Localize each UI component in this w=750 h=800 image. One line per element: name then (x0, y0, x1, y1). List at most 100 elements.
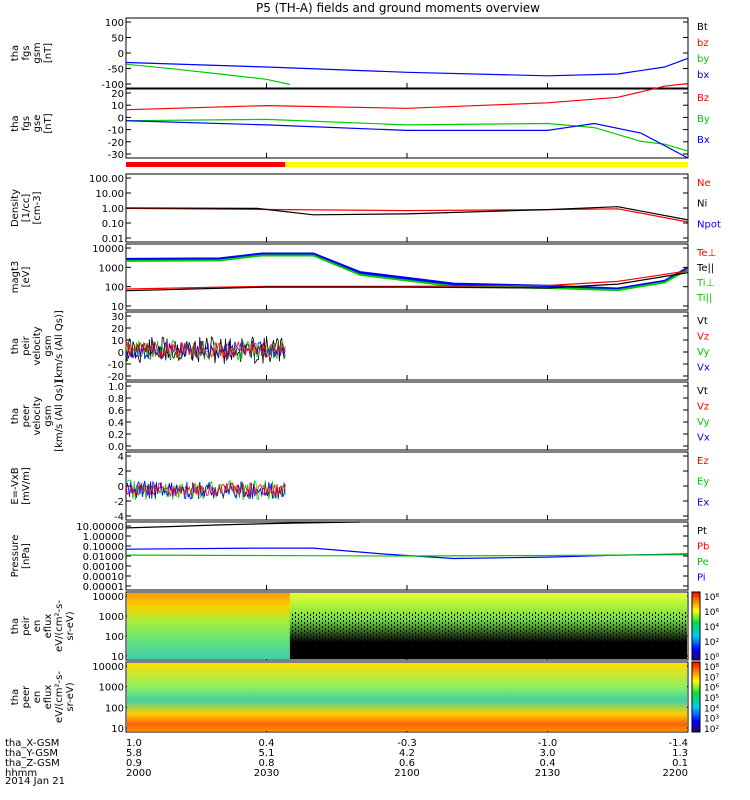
legend-entry: Ti|| (696, 293, 712, 304)
y-tick-label: 0.0 (108, 442, 124, 453)
y-axis-label: velocity (32, 396, 43, 435)
y-tick-label: 0.00100 (83, 562, 124, 573)
spectrogram-region (127, 593, 291, 659)
ephemeris-value: 1.0 (126, 738, 142, 749)
y-tick-label: 0.8 (108, 394, 124, 405)
ephemeris-value: 2000 (126, 768, 151, 779)
panel-temperature: 10000 1000 100 10 magt3 [eV] Te⊥ Te|| Ti⊥ Ti|| (10, 243, 716, 313)
spectrogram-noise (289, 612, 687, 642)
panel-peer-spec: 10000 1000 100 10 tha peer en eflux eV/(cm²-s-sr… (10, 661, 689, 735)
ephemeris-value: 3.0 (540, 748, 556, 759)
y-tick-label: 100 (105, 703, 124, 714)
legend-entry: Npot (697, 219, 721, 230)
y-axis-label: eV/(cm²-s- (54, 600, 65, 652)
chart-title: P5 (TH-A) fields and ground moments over… (256, 1, 540, 15)
legend-entry: Pt (697, 526, 707, 537)
y-axis-label: [nT] (43, 43, 54, 63)
legend-entry: Vz (697, 402, 709, 413)
panel-frame (125, 17, 689, 89)
ephemeris-value: 0.4 (540, 758, 556, 769)
y-tick-label: 1000 (99, 612, 124, 623)
legend-entry: Te⊥ (696, 248, 716, 259)
y-tick-label: 1.00000 (83, 532, 124, 543)
ephemeris-value: 0.6 (399, 758, 415, 769)
colorbar-peir: 10⁸ 10⁶ 10⁴ 10² 10⁰ (691, 591, 719, 663)
panel-frame (125, 381, 689, 451)
legend-entry: Pe (697, 557, 709, 568)
y-axis-label: Density (10, 189, 21, 227)
y-tick-label: 30 (111, 312, 124, 323)
y-tick-label: -10 (108, 360, 124, 371)
y-tick-label: 0.10000 (83, 542, 124, 553)
series-vt-peir (125, 336, 286, 365)
y-axis-label: [km/s (All Qs)] (54, 380, 65, 452)
legend-entry: Vy (697, 347, 710, 358)
y-tick-label: 0.2 (108, 430, 124, 441)
y-tick-label: -20 (108, 372, 124, 383)
y-tick-label: 0.00001 (83, 582, 124, 593)
series-by-gse (125, 118, 689, 152)
ephemeris-value: 0.9 (126, 758, 142, 769)
y-tick-label: -4 (114, 512, 124, 523)
panel-density: 100.00 10.00 1.00 0.10 0.01 Density [1/cc] [cm-… (10, 173, 721, 245)
y-axis-label: gsm (32, 42, 43, 63)
y-tick-label: 10 (111, 652, 124, 663)
ephemeris-value: 4.2 (399, 748, 415, 759)
y-axis-label: tha (10, 115, 21, 131)
legend-entry: Ez (697, 456, 709, 467)
y-axis-label: tha (10, 338, 21, 354)
colorbar-tick-label: 10⁷ (704, 673, 719, 683)
ephemeris-value: -0.3 (397, 738, 417, 749)
y-axis-label: sr-eV) (65, 611, 76, 640)
ephemeris-value: 1.3 (672, 748, 688, 759)
y-axis-label: fgs (21, 116, 32, 131)
legend-entry: by (697, 54, 709, 65)
colorbar-tick-label: 10² (704, 638, 719, 648)
y-tick-label: 10 (111, 724, 124, 735)
ephemeris-value: -1.0 (538, 738, 558, 749)
series-ti-par (125, 254, 689, 292)
y-tick-label: 0 (118, 113, 124, 124)
legend-entry: Pi (697, 573, 706, 584)
series-te-perp (125, 270, 689, 290)
y-axis-label: peir (21, 615, 32, 635)
colorbar-tick-label: 10⁵ (704, 694, 719, 704)
y-axis-label: peir (21, 335, 32, 355)
legend-entry: Ti⊥ (696, 278, 714, 289)
spectrogram-region (127, 663, 687, 731)
y-tick-label: 0 (118, 482, 124, 493)
ephemeris-value: 2100 (394, 768, 419, 779)
y-tick-label: 100 (105, 18, 124, 29)
legend-entry: Vt (697, 386, 708, 397)
legend-entry: Pb (697, 542, 709, 553)
y-tick-label: 10.00 (95, 189, 124, 200)
panel-efield: 4 2 0 -2 -4 E=-VxB [mV/m] Ez Ey Ex (10, 451, 709, 523)
y-tick-label: 10000 (92, 662, 124, 673)
y-axis-label: velocity (32, 326, 43, 365)
panel-peir-spec: 10000 1000 100 10 tha peir en eflux eV/(cm²-s-sr… (10, 591, 689, 663)
colorbar-tick-label: 10⁶ (704, 684, 719, 694)
y-axis-label: [mV/m] (21, 467, 32, 505)
legend-entry: Vx (697, 433, 710, 444)
y-axis-label: peer (21, 404, 32, 428)
legend-entry: Ex (697, 497, 709, 508)
y-axis-label: gsm (43, 335, 54, 356)
series-ti-perp (125, 252, 689, 291)
y-axis-label: [cm-3] (32, 191, 43, 224)
legend-entry: Bt (697, 22, 708, 33)
series-pe (125, 554, 689, 557)
spectrogram-peer (127, 663, 687, 731)
y-axis-label: en (32, 620, 43, 633)
y-tick-label: -100 (101, 80, 124, 91)
y-axis-label: eflux (43, 685, 54, 710)
y-tick-label: -30 (108, 150, 124, 161)
legend-entry: Ne (697, 178, 711, 189)
panel-fgs-gsm: 100 50 0 -50 -100 tha fgs gsm [nT] Bt bz by bx (10, 17, 709, 91)
y-axis-label: sr-eV) (65, 682, 76, 711)
y-tick-label: 10000 (92, 592, 124, 603)
ephemeris-row-label: tha_X-GSM (5, 738, 59, 749)
ephemeris-value: 5.1 (259, 748, 275, 759)
series-vz-peir (125, 340, 286, 360)
y-tick-label: 4 (118, 452, 124, 463)
